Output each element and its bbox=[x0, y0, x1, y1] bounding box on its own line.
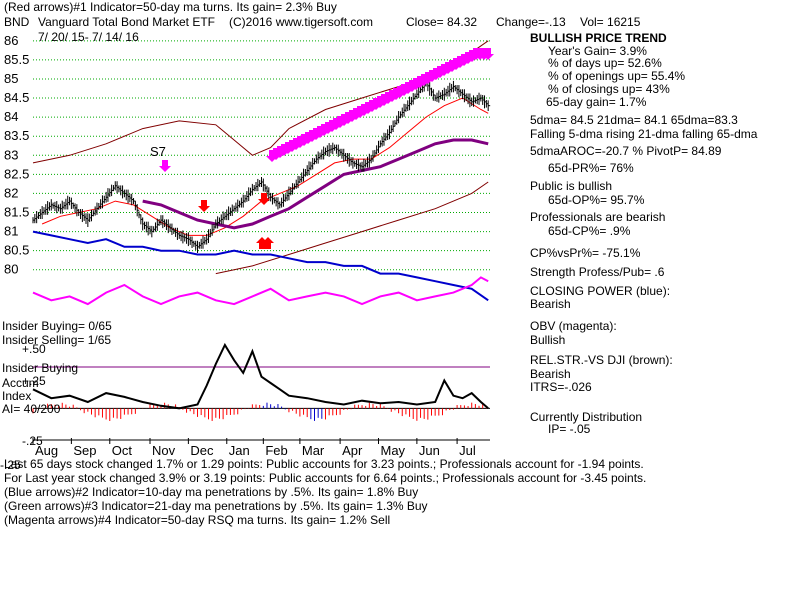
closing-power-line bbox=[32, 230, 489, 302]
cp-vs-pr: CP%vsPr%= -75.1% bbox=[530, 246, 641, 260]
closing-power-label: CLOSING POWER (blue): bbox=[530, 284, 671, 298]
dma65-line bbox=[142, 138, 489, 230]
dma-trend: Falling 5-dma rising 21-dma falling 65-d… bbox=[530, 127, 758, 141]
y-tick-label: 85 bbox=[4, 71, 18, 86]
ticker: BND bbox=[4, 15, 30, 29]
x-tick-label: Feb bbox=[265, 443, 287, 458]
y-axis-tick-labels: 80 80.5 81 81.5 82 82.5 83 83.5 84 84.5 85 85.5 86 bbox=[4, 33, 29, 277]
y-tick-label: 83.5 bbox=[4, 128, 29, 143]
change-value: Change=-.13 bbox=[496, 15, 566, 29]
insider-selling: Insider Selling= 1/65 bbox=[2, 333, 112, 347]
accum-index-line bbox=[32, 342, 489, 410]
lower-band-line bbox=[215, 181, 489, 275]
itrs-value: ITRS=-.026 bbox=[530, 380, 592, 394]
top-indicator-line: (Red arrows)#1 Indicator=50-day ma turns… bbox=[4, 0, 337, 14]
x-tick-label: Mar bbox=[302, 443, 325, 458]
obv-label: OBV (magenta): bbox=[530, 319, 617, 333]
footer-line-2: For Last year stock changed 3.9% or 3.19… bbox=[4, 471, 647, 485]
pct-days-up: % of days up= 52.6% bbox=[548, 56, 662, 70]
ip-value: IP= -.05 bbox=[548, 422, 591, 436]
volume-value: Vol= 16215 bbox=[580, 15, 641, 29]
y-tick-label: 82 bbox=[4, 185, 18, 200]
date-range: 7/ 20/ 15- 7/ 14/ 16 bbox=[38, 30, 139, 44]
y-tick-label: 84 bbox=[4, 109, 18, 124]
accum-label-3: Index bbox=[2, 389, 32, 403]
trend-title: BULLISH PRICE TREND bbox=[530, 31, 667, 45]
red-arrow-up bbox=[262, 237, 274, 249]
dma-values: 5dma= 84.5 21dma= 84.1 65dma=83.3 bbox=[530, 113, 738, 127]
security-name: Vanguard Total Bond Market ETF bbox=[38, 15, 215, 29]
relstr-label: REL.STR.-VS DJI (brown): bbox=[530, 353, 673, 367]
close-value: Close= 84.32 bbox=[406, 15, 478, 29]
accum-label-1: Insider Buying bbox=[2, 361, 79, 375]
x-tick-label: Jan bbox=[229, 443, 250, 458]
magenta-arrow-down bbox=[159, 160, 171, 172]
gain-65d: 65-day gain= 1.7% bbox=[546, 95, 647, 109]
accum-plus25: +.25 bbox=[22, 374, 46, 388]
pct-closings-up: % of closings up= 43% bbox=[548, 82, 670, 96]
magenta-arrow-down bbox=[482, 48, 494, 60]
public-status: Public is bullish bbox=[530, 179, 613, 193]
upper-band-line bbox=[32, 40, 489, 164]
cp-value: 65d-CP%= .9% bbox=[548, 224, 631, 238]
y-tick-label: 83 bbox=[4, 147, 18, 162]
y-tick-label: 84.5 bbox=[4, 90, 29, 105]
closing-power-value: Bearish bbox=[530, 297, 571, 311]
x-tick-label: Aug bbox=[35, 443, 58, 458]
insider-buying: Insider Buying= 0/65 bbox=[2, 319, 112, 333]
overlap-label: -.25 bbox=[0, 458, 21, 472]
x-tick-label: Jun bbox=[419, 443, 440, 458]
accum-label-2: Accum bbox=[2, 376, 39, 390]
copyright: (C)2016 www.tigersoft.com bbox=[229, 15, 374, 29]
price-bars bbox=[32, 78, 491, 253]
obv-value: Bullish bbox=[530, 333, 566, 347]
y-tick-label: 85.5 bbox=[4, 52, 29, 67]
op-value: 65d-OP%= 95.7% bbox=[548, 193, 645, 207]
accum-minus25: -.25 bbox=[22, 434, 43, 448]
footer-line-3: (Blue arrows)#2 Indicator=10-day ma pene… bbox=[4, 485, 419, 499]
footer-line-5: (Magenta arrows)#4 Indicator=50-day RSQ … bbox=[4, 513, 391, 527]
y-tick-label: 81.5 bbox=[4, 205, 29, 220]
x-tick-label: Sep bbox=[73, 443, 96, 458]
red-arrow-down bbox=[258, 193, 270, 205]
y-tick-label: 82.5 bbox=[4, 166, 29, 181]
y-tick-label: 80 bbox=[4, 262, 18, 277]
professionals-status: Professionals are bearish bbox=[530, 210, 666, 224]
pr-value: 65d-PR%= 76% bbox=[548, 161, 634, 175]
x-tick-label: Nov bbox=[152, 443, 176, 458]
years-gain: Year's Gain= 3.9% bbox=[548, 44, 647, 58]
x-tick-label: Oct bbox=[112, 443, 133, 458]
x-tick-label: May bbox=[380, 443, 405, 458]
accum-plus50: +.50 bbox=[22, 342, 46, 356]
dma21-line bbox=[41, 97, 489, 236]
obv-line bbox=[32, 276, 489, 306]
distribution-status: Currently Distribution bbox=[530, 410, 643, 424]
signal-arrows bbox=[159, 48, 494, 249]
aroc-pivot: 5dmaAROC=-20.7 % PivotP= 84.89 bbox=[530, 144, 722, 158]
y-tick-label: 81 bbox=[4, 224, 18, 239]
footer-line-1: Last 65 days stock changed 1.7% or 1.29 … bbox=[4, 457, 644, 471]
accumulation-panel bbox=[32, 342, 490, 421]
relstr-value: Bearish bbox=[530, 367, 571, 381]
footer-line-4: (Green arrows)#3 Indicator=21-day ma pen… bbox=[4, 499, 428, 513]
ai-value: AI= 40/200 bbox=[2, 402, 61, 416]
x-tick-label: Dec bbox=[190, 443, 214, 458]
pct-openings-up: % of openings up= 55.4% bbox=[548, 69, 686, 83]
x-tick-label: Jul bbox=[459, 443, 476, 458]
red-arrow-down bbox=[198, 200, 210, 212]
y-tick-label: 86 bbox=[4, 33, 18, 48]
x-axis: Aug Sep Oct Nov Dec Jan Feb Mar Apr May Jun Jul bbox=[32, 438, 490, 458]
price-grid bbox=[33, 40, 490, 271]
s7-annotation: S7 bbox=[150, 144, 166, 159]
y-tick-label: 80.5 bbox=[4, 243, 29, 258]
x-tick-label: Apr bbox=[342, 443, 363, 458]
strength-ratio: Strength Profess/Pub= .6 bbox=[530, 265, 665, 279]
